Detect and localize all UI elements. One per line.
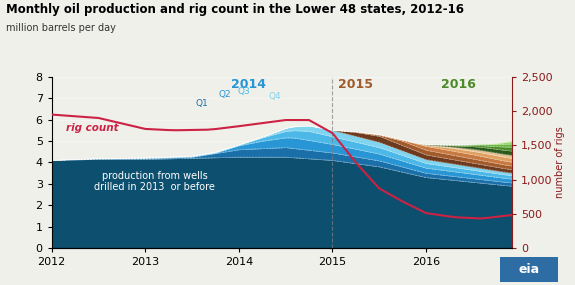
- Text: Q3: Q3: [237, 87, 250, 96]
- Text: Monthly oil production and rig count in the Lower 48 states, 2012-16: Monthly oil production and rig count in …: [6, 3, 464, 16]
- Text: Q1: Q1: [195, 99, 208, 108]
- Text: Q4: Q4: [268, 92, 281, 101]
- Text: million barrels per day: million barrels per day: [6, 23, 116, 33]
- Text: 2015: 2015: [338, 78, 373, 91]
- Text: rig count: rig count: [66, 123, 118, 133]
- Text: production from wells
drilled in 2013  or before: production from wells drilled in 2013 or…: [94, 171, 215, 192]
- Text: 2016: 2016: [441, 78, 476, 91]
- Text: eia: eia: [519, 263, 539, 276]
- Text: Q2: Q2: [218, 90, 231, 99]
- Text: 2014: 2014: [231, 78, 266, 91]
- Y-axis label: number of rigs: number of rigs: [555, 127, 565, 198]
